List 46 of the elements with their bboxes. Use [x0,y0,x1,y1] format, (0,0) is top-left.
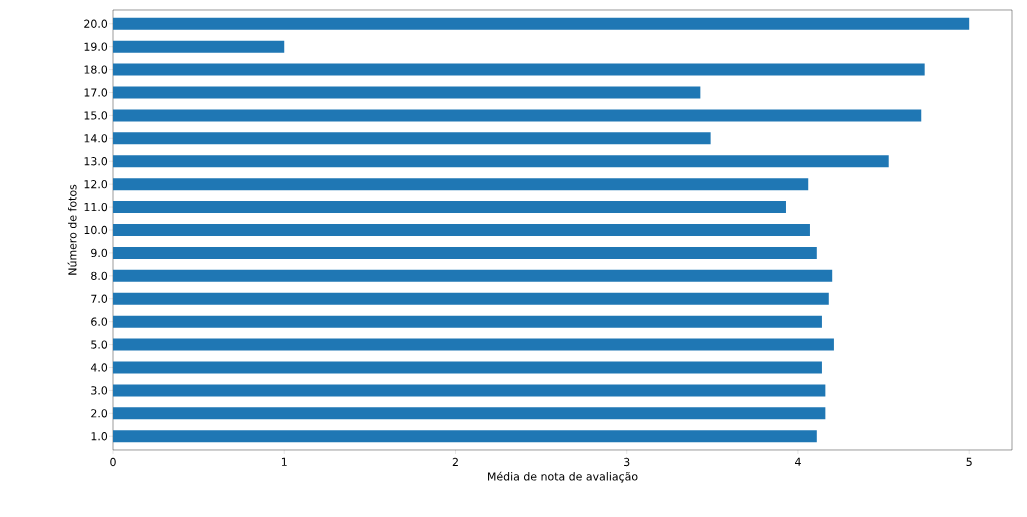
x-tick-label: 2 [452,457,458,466]
y-tick-label: 13.0 [84,157,108,166]
x-tick-label: 0 [110,457,116,467]
y-tick-label: 9.0 [91,248,108,258]
bar [113,315,822,328]
y-tick-label: 7.0 [91,294,108,303]
bar [113,155,889,168]
bar [113,292,829,305]
x-tick-label: 5 [966,457,972,466]
bar [113,86,701,99]
y-tick-label: 15.0 [84,111,108,120]
y-axis-title: Número de fotos [67,184,77,275]
bar [113,109,922,122]
bar [113,17,970,30]
y-tick-label: 2.0 [91,409,108,418]
y-tick-label: 10.0 [84,225,108,235]
bar [113,63,925,76]
y-tick-label: 4.0 [90,363,108,372]
bar [113,201,786,214]
y-tick-label: 11.0 [84,202,108,212]
bar [113,361,822,374]
bar [113,40,285,53]
bar [113,132,711,145]
x-tick-label: 3 [624,457,630,467]
y-tick-label: 6.0 [91,317,108,326]
y-tick-label: 19.0 [84,42,108,51]
y-tick-label: 18.0 [84,65,108,74]
bar [113,178,809,191]
bar [113,430,817,443]
y-tick-label: 1.0 [91,432,108,441]
bar [113,246,817,259]
y-tick-label: 8.0 [91,271,108,280]
y-tick-label: 5.0 [91,340,108,349]
x-axis-title: Média de nota de avaliação [488,471,638,483]
bar [113,407,826,420]
y-tick-label: 12.0 [84,180,108,189]
y-tick-label: 14.0 [84,134,108,143]
bar [113,338,834,351]
bar [113,223,810,236]
x-tick-label: 4 [795,457,801,466]
bar [113,269,833,282]
y-tick-label: 17.0 [84,88,108,97]
bar [113,384,826,397]
x-tick-label: 1 [281,457,287,466]
y-tick-label: 20.0 [84,19,108,28]
y-tick-label: 3.0 [91,386,108,395]
